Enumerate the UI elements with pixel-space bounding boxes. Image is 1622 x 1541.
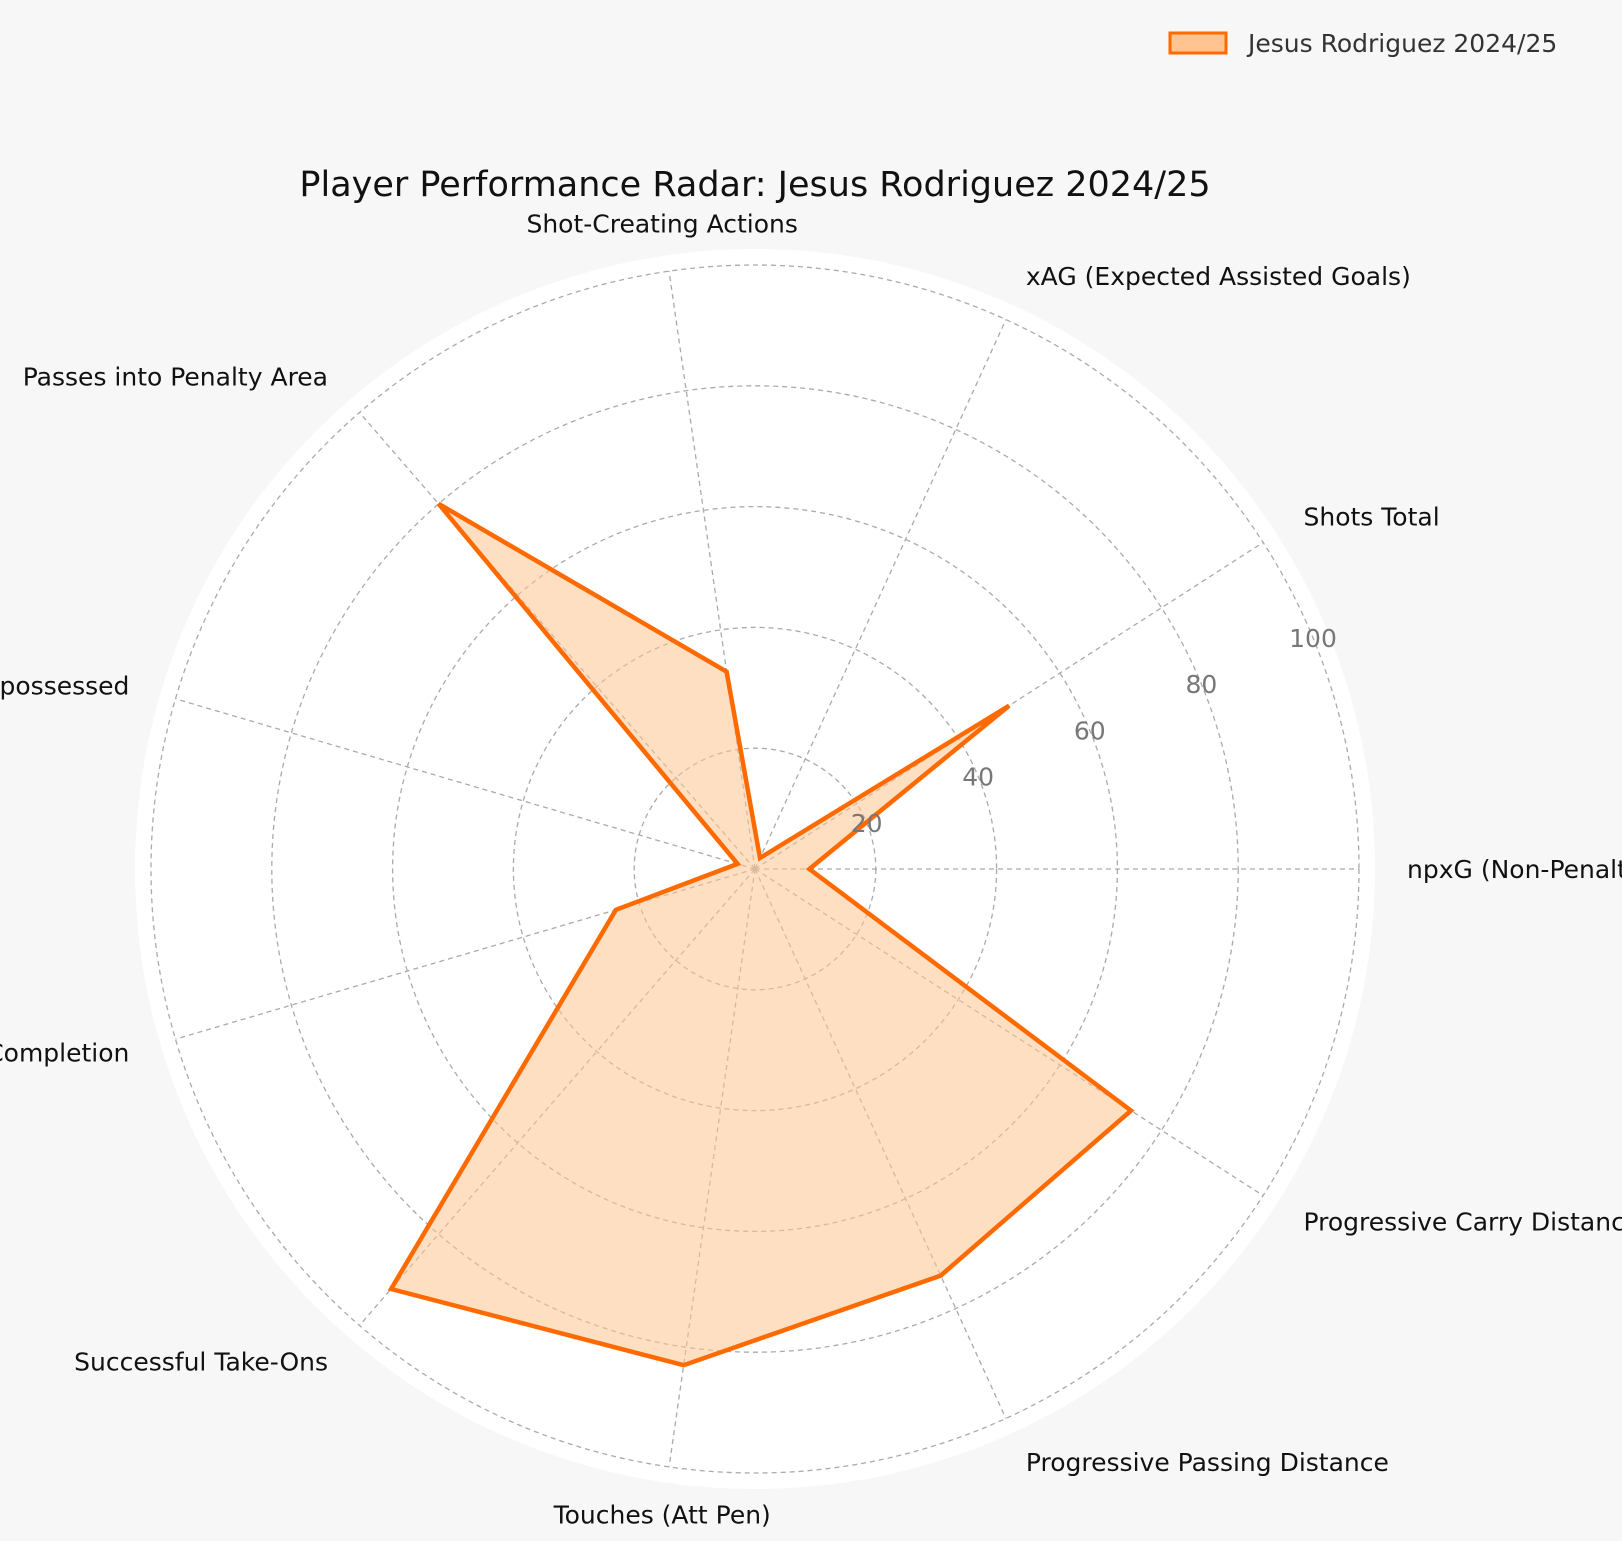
category-label: Progressive Passing Distance [1026,1448,1389,1477]
series-layer [387,501,1135,1368]
radial-tick-label: 40 [962,763,994,792]
category-label: xAG (Expected Assisted Goals) [1026,262,1411,291]
grid-spoke [175,698,756,870]
chart-title: Player Performance Radar: Jesus Rodrigue… [299,165,1210,205]
category-label: Dispossessed [0,671,129,700]
grid-ring-80 [271,385,1239,1353]
category-label: Shot-Creating Actions [526,210,797,239]
series-fill-area [391,503,1132,1366]
category-label: Shots Total [1304,503,1440,532]
legend-label: Jesus Rodriguez 2024/25 [1246,29,1557,58]
radial-tick-label: 100 [1289,624,1337,653]
legend-swatch [1168,31,1228,55]
category-label: Pass Completion [0,1039,129,1068]
radial-tick-label: 20 [851,809,883,838]
legend: Jesus Rodriguez 2024/25 [1168,29,1557,58]
radial-tick-label: 80 [1185,670,1217,699]
radial-tick-labels: 20 40 60 80 100 [851,624,1337,838]
series-outline [387,501,1135,1368]
category-labels: npxG (Non-Penalty xG) Shots Total xAG (Exp… [0,210,1622,1530]
radial-tick-label: 60 [1074,716,1106,745]
grid-spoke [754,319,1007,870]
category-label: Touches (Att Pen) [553,1500,771,1529]
category-label: Passes into Penalty Area [23,362,328,391]
category-label: npxG (Non-Penalty xG) [1407,855,1622,884]
category-label: Progressive Carry Distance [1304,1208,1622,1237]
category-label: Successful Take-Ons [74,1348,328,1377]
